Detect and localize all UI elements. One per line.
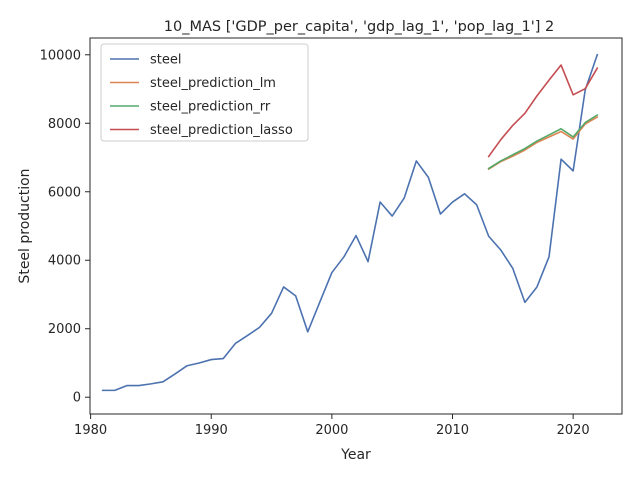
chart-title: 10_MAS ['GDP_per_capita', 'gdp_lag_1', '…: [164, 19, 554, 35]
series-line-steel: [101, 53, 599, 392]
x-axis-ticks: 1980 1990 2000 2010 2020: [74, 414, 590, 438]
y-axis-ticks: 0 2000 4000 6000 8000 10000: [40, 48, 90, 406]
plot-lines: [101, 53, 599, 392]
y-tick-label: 10000: [40, 48, 81, 63]
x-tick-label: 2010: [436, 423, 469, 438]
y-tick-label: 2000: [48, 322, 81, 337]
plot-frame: [89, 37, 623, 415]
y-tick-label: 0: [73, 391, 81, 406]
legend-box: [100, 43, 309, 142]
y-axis-label: Steel production: [17, 168, 33, 283]
x-tick-label: 2020: [557, 423, 590, 438]
y-tick-label: 6000: [48, 185, 81, 200]
legend-label: steel_prediction_lm: [150, 76, 276, 91]
series-line-steel-prediction-lasso: [487, 64, 599, 158]
legend-label: steel: [150, 53, 181, 68]
y-tick-label: 8000: [48, 117, 81, 132]
x-tick-label: 1990: [195, 423, 228, 438]
series-line-steel-prediction-lm: [487, 116, 599, 171]
legend-label: steel_prediction_rr: [150, 100, 271, 115]
legend: steel steel_prediction_lm steel_prediction…: [100, 43, 309, 142]
x-axis-label: Year: [340, 447, 371, 463]
x-tick-label: 1980: [74, 423, 107, 438]
series-line-steel-prediction-rr: [487, 113, 599, 170]
x-tick-label: 2000: [315, 423, 348, 438]
y-tick-label: 4000: [48, 254, 81, 269]
legend-label: steel_prediction_lasso: [150, 123, 293, 138]
